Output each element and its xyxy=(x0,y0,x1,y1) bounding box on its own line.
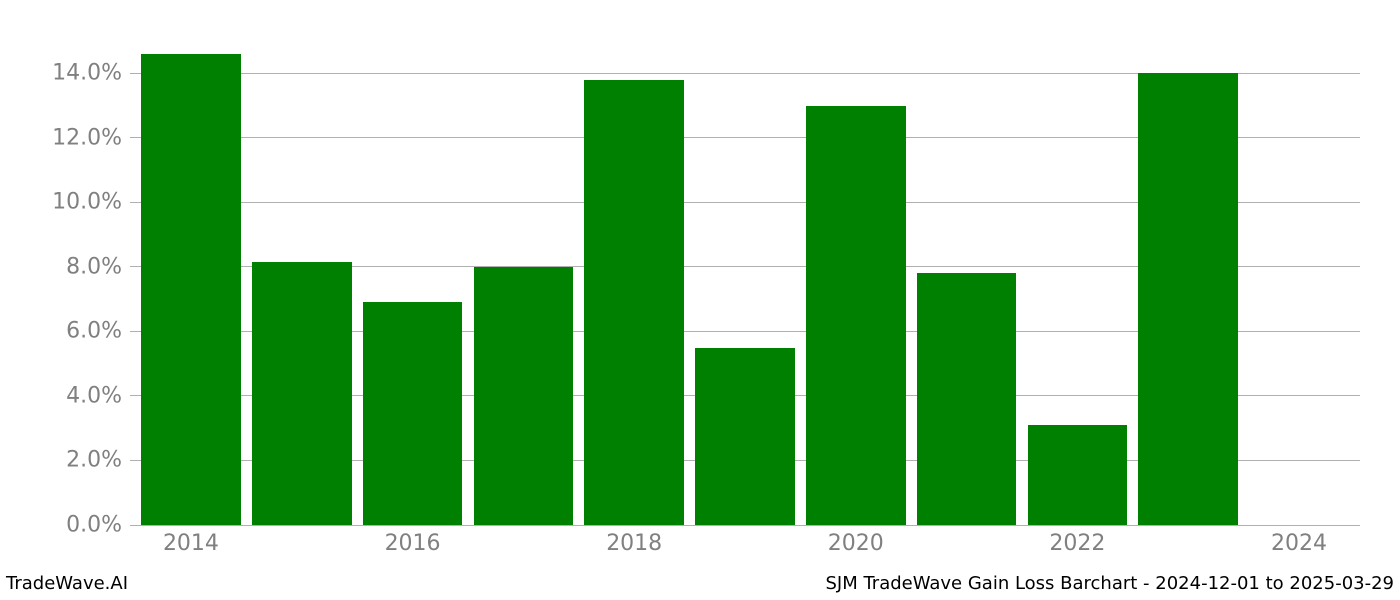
x-tick-label: 2018 xyxy=(606,531,662,556)
bar xyxy=(584,80,684,525)
bar xyxy=(1138,73,1238,525)
y-tick-label: 14.0% xyxy=(52,61,122,86)
x-tick-label: 2024 xyxy=(1271,531,1327,556)
x-tick-label: 2014 xyxy=(163,531,219,556)
bar xyxy=(806,106,906,525)
y-tick-label: 6.0% xyxy=(66,319,122,344)
chart-figure: 0.0% 2.0% 4.0% 6.0% 8.0% 10.0% 12.0% 14.0% 2014 2… xyxy=(0,0,1400,600)
bar xyxy=(1028,425,1128,525)
y-tick-label: 8.0% xyxy=(66,254,122,279)
y-tick-label: 0.0% xyxy=(66,513,122,538)
bar xyxy=(917,273,1017,525)
bar xyxy=(474,267,574,525)
bar xyxy=(695,348,795,525)
chart-caption: SJM TradeWave Gain Loss Barchart - 2024-… xyxy=(825,573,1394,594)
x-tick-label: 2020 xyxy=(828,531,884,556)
bar xyxy=(141,54,241,525)
plot-area: 0.0%2.0%4.0%6.0%8.0%10.0%12.0%14.0%20142… xyxy=(130,25,1360,525)
y-tick-label: 4.0% xyxy=(66,383,122,408)
bar xyxy=(363,302,463,525)
y-tick-label: 10.0% xyxy=(52,190,122,215)
y-tick-label: 12.0% xyxy=(52,125,122,150)
x-tick-label: 2016 xyxy=(385,531,441,556)
watermark-left: TradeWave.AI xyxy=(6,573,128,594)
x-tick-label: 2022 xyxy=(1049,531,1105,556)
bar xyxy=(252,262,352,525)
y-tick-label: 2.0% xyxy=(66,448,122,473)
